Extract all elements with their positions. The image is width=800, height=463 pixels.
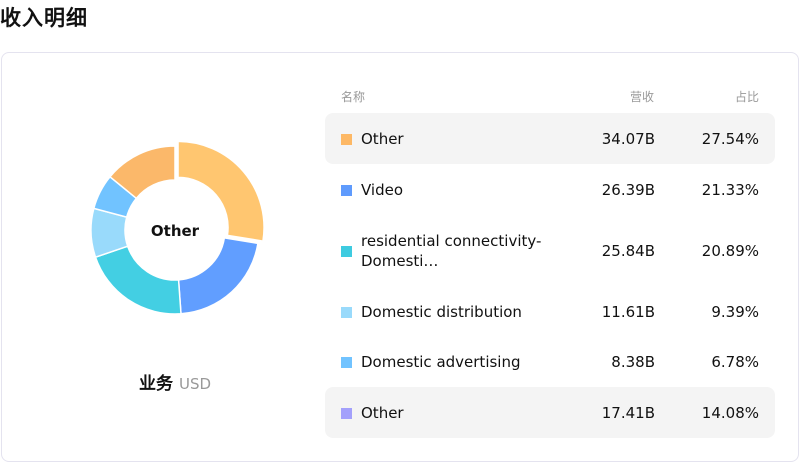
- legend-swatch: [341, 407, 352, 419]
- row-revenue: 34.07B: [601, 129, 655, 148]
- business-title: 业务: [138, 374, 173, 394]
- row-share: 20.89%: [701, 241, 759, 260]
- header-share: 占比: [734, 90, 759, 104]
- legend-swatch: [341, 133, 352, 145]
- table-row[interactable]: Domestic distribution 11.61B 9.39%: [325, 286, 775, 337]
- legend-swatch: [341, 356, 352, 368]
- row-revenue: 17.41B: [601, 403, 655, 422]
- row-name: Domestic advertising: [361, 352, 521, 371]
- row-name: residential connectivity-Domesti…: [361, 231, 542, 270]
- donut-slice[interactable]: [177, 237, 259, 315]
- table-row[interactable]: Domestic advertising 8.38B 6.78%: [325, 336, 775, 387]
- donut-slice[interactable]: [94, 245, 182, 315]
- row-share: 21.33%: [701, 180, 759, 199]
- row-revenue: 25.84B: [601, 241, 655, 260]
- legend-swatch: [341, 306, 352, 318]
- header-revenue: 营收: [629, 90, 654, 104]
- table-row[interactable]: Other 34.07B 27.54%: [325, 113, 775, 164]
- row-revenue: 8.38B: [611, 352, 655, 371]
- legend-swatch: [341, 184, 352, 196]
- row-name: Other: [361, 403, 404, 422]
- donut-center-label: Other: [150, 222, 200, 240]
- donut-chart: [90, 140, 265, 315]
- row-share: 9.39%: [711, 302, 759, 321]
- row-share: 27.54%: [701, 129, 759, 148]
- page-title: 收入明细: [0, 6, 88, 30]
- table-row[interactable]: Video 26.39B 21.33%: [325, 164, 775, 215]
- legend-swatch: [341, 245, 352, 257]
- row-share: 6.78%: [711, 352, 759, 371]
- revenue-card: [1, 52, 799, 462]
- business-label: 业务 USD: [0, 369, 350, 394]
- currency-label: USD: [178, 375, 212, 393]
- donut-slice[interactable]: [108, 145, 176, 200]
- row-revenue: 26.39B: [601, 180, 655, 199]
- row-name: Domestic distribution: [361, 302, 522, 321]
- row-name: Other: [361, 129, 404, 148]
- row-revenue: 11.61B: [601, 302, 655, 321]
- donut-slice[interactable]: [177, 140, 265, 242]
- table-row[interactable]: Other 17.41B 14.08%: [325, 387, 775, 438]
- row-share: 14.08%: [701, 403, 759, 422]
- row-name: Video: [361, 180, 404, 199]
- header-name: 名称: [341, 90, 366, 104]
- table-row[interactable]: residential connectivity-Domesti… 25.84B…: [325, 220, 775, 281]
